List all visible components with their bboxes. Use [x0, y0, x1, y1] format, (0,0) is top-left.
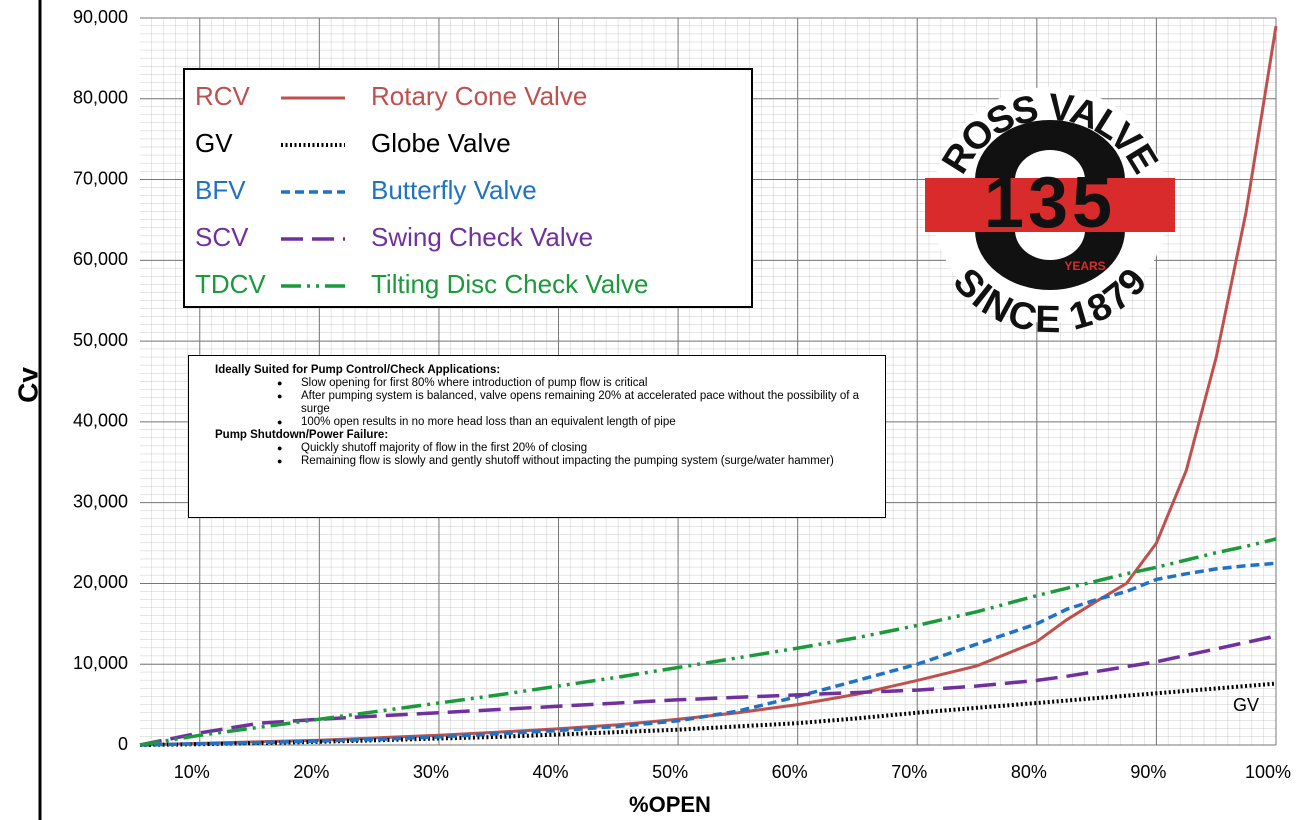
- notes-bullet: Quickly shutoff majority of flow in the …: [277, 442, 876, 455]
- legend-abbr: BFV: [195, 175, 246, 205]
- series-line: [139, 681, 1277, 747]
- x-tick-label: 100%: [1245, 762, 1291, 782]
- logo-band: [925, 178, 1175, 232]
- y-tick-label: 80,000: [73, 88, 128, 108]
- x-tick-label: 30%: [413, 762, 449, 782]
- y-tick-label: 30,000: [73, 491, 128, 511]
- legend-abbr: GV: [195, 128, 233, 158]
- series-line: [139, 634, 1277, 747]
- x-tick-label: 40%: [533, 762, 569, 782]
- logo-years: YEARS: [1064, 259, 1105, 273]
- notes-list: Quickly shutoff majority of flow in the …: [215, 442, 876, 468]
- y-tick-label: 0: [118, 734, 128, 754]
- legend-name: Tilting Disc Check Valve: [371, 269, 648, 299]
- series-line: [139, 561, 1277, 747]
- x-tick-label: 80%: [1011, 762, 1047, 782]
- x-tick-label: 70%: [891, 762, 927, 782]
- legend-svg: RCV Rotary Cone Valve GV Globe Valve BFV Butt…: [195, 81, 648, 299]
- y-tick-label: 20,000: [73, 572, 128, 592]
- legend-name: Rotary Cone Valve: [371, 81, 587, 111]
- legend: RCV Rotary Cone Valve GV Globe Valve BFV Butt…: [183, 68, 753, 308]
- notes-bullet: After pumping system is balanced, valve …: [277, 390, 876, 416]
- y-tick-label: 60,000: [73, 249, 128, 269]
- legend-abbr: TDCV: [195, 269, 266, 299]
- legend-name: Swing Check Valve: [371, 222, 593, 252]
- y-tick-label: 90,000: [73, 7, 128, 27]
- y-axis-label: Cv: [12, 367, 43, 403]
- notes-list: Slow opening for first 80% where introdu…: [215, 377, 876, 429]
- x-tick-label: 10%: [174, 762, 210, 782]
- y-tick-label: 40,000: [73, 411, 128, 431]
- x-tick-label: 90%: [1130, 762, 1166, 782]
- y-tick-label: 10,000: [73, 653, 128, 673]
- y-tick-label: 50,000: [73, 330, 128, 350]
- legend-abbr: RCV: [195, 81, 251, 111]
- logo-number: 135: [984, 163, 1116, 243]
- x-axis-label: %OPEN: [629, 792, 711, 817]
- legend-name: Globe Valve: [371, 128, 511, 158]
- notes-heading: Ideally Suited for Pump Control/Check Ap…: [215, 364, 501, 376]
- notes-heading: Pump Shutdown/Power Failure:: [215, 429, 389, 441]
- legend-name: Butterfly Valve: [371, 175, 537, 205]
- series-line: [139, 537, 1277, 747]
- x-tick-label: 60%: [772, 762, 808, 782]
- notes-box: Ideally Suited for Pump Control/Check Ap…: [188, 355, 886, 518]
- y-tick-label: 70,000: [73, 168, 128, 188]
- notes-bullet: Remaining flow is slowly and gently shut…: [277, 455, 876, 468]
- notes-bullet: Slow opening for first 80% where introdu…: [277, 377, 876, 390]
- x-tick-label: 50%: [652, 762, 688, 782]
- logo-pipe: [975, 120, 1125, 290]
- annotation: GV: [1233, 695, 1259, 715]
- x-tick-label: 20%: [293, 762, 329, 782]
- legend-abbr: SCV: [195, 222, 249, 252]
- notes-bullet: 100% open results in no more head loss t…: [277, 416, 876, 429]
